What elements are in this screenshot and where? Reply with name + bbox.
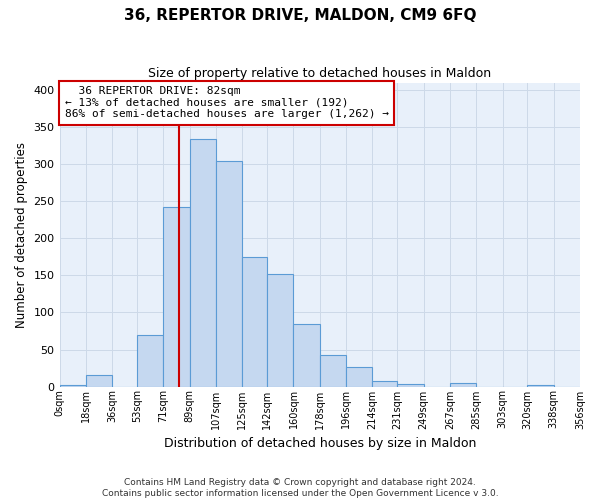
Bar <box>242 257 267 386</box>
Bar <box>346 366 373 386</box>
Bar <box>397 384 424 386</box>
Bar <box>137 334 163 386</box>
Bar <box>163 208 190 386</box>
Bar <box>320 354 346 386</box>
Bar <box>86 376 112 386</box>
Title: Size of property relative to detached houses in Maldon: Size of property relative to detached ho… <box>148 68 491 80</box>
Text: 36 REPERTOR DRIVE: 82sqm  
← 13% of detached houses are smaller (192)
86% of sem: 36 REPERTOR DRIVE: 82sqm ← 13% of detach… <box>65 86 389 120</box>
Bar <box>373 380 397 386</box>
Y-axis label: Number of detached properties: Number of detached properties <box>15 142 28 328</box>
Text: Contains HM Land Registry data © Crown copyright and database right 2024.
Contai: Contains HM Land Registry data © Crown c… <box>101 478 499 498</box>
Bar <box>190 138 216 386</box>
Bar <box>527 385 554 386</box>
Bar <box>59 385 86 386</box>
Bar <box>216 161 242 386</box>
X-axis label: Distribution of detached houses by size in Maldon: Distribution of detached houses by size … <box>164 437 476 450</box>
Bar <box>450 383 476 386</box>
Text: 36, REPERTOR DRIVE, MALDON, CM9 6FQ: 36, REPERTOR DRIVE, MALDON, CM9 6FQ <box>124 8 476 22</box>
Bar <box>293 324 320 386</box>
Bar <box>267 274 293 386</box>
